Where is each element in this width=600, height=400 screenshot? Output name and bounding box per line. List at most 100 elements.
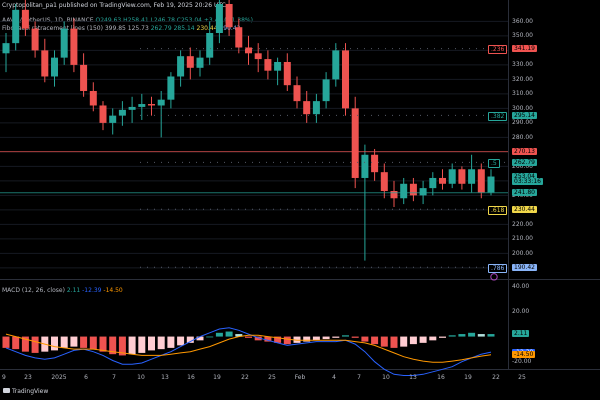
fib-extra-2: 285.14 [173,25,195,32]
macd-histogram-bar [371,336,379,345]
candle-body [254,53,262,60]
candle-body [361,154,369,178]
macd-histogram-bar [177,336,185,346]
time-axis-label: 16 [187,374,195,381]
candle-body [167,76,175,100]
time-axis-label: 9 [2,374,6,381]
candle-body [429,177,437,189]
price-tag: 03:33:16 [512,178,543,186]
candle-body [264,59,272,71]
fib-extra-3: 230.44 [196,25,218,32]
macd-axis-label: -20.00 [512,358,532,366]
price-tag: 295.14 [512,111,537,119]
price-axis-label: 320.00 [512,75,533,83]
macd-histogram-bar [293,336,301,343]
price-axis-label: 360.00 [512,17,533,25]
macd-histogram-bar [12,336,20,350]
candle-body [332,50,340,80]
price-tag: 190.42 [512,263,537,271]
candle-body [177,56,185,77]
macd-histogram-bar [70,336,78,347]
candle-body [157,99,165,106]
fib-value-1: 399.85 [104,25,126,32]
candle-body [12,9,20,44]
macd-histogram-bar [138,336,146,353]
macd-histogram-bar [487,334,495,337]
symbol-legend[interactable]: AAVE / TetherUS, 1D, BINANCE O249.63 H25… [2,17,253,24]
time-axis-label: 6 [84,374,88,381]
time-axis-label: 16 [437,374,445,381]
candle-body [138,104,146,107]
macd-histogram-bar [186,336,194,343]
macd-histogram-bar [419,336,427,343]
candle-body [283,61,291,86]
fib-level-label: .786 [488,263,508,273]
macd-indicator-name[interactable]: MACD (12, 26, close) [2,287,65,294]
macd-histogram-bar [157,336,165,350]
candle-body [109,115,117,123]
macd-line-value: -12.39 [82,287,102,294]
footer-brand: TradingView [12,388,49,395]
time-axis-label: 23 [24,374,32,381]
macd-line [5,327,492,376]
fib-extra-4: 190.42 [219,25,241,32]
time-axis-label: 7 [357,374,361,381]
symbol-name[interactable]: AAVE / TetherUS, 1D, BINANCE [2,17,94,24]
candle-body [390,191,398,199]
macd-histogram-bar [312,336,320,341]
fib-indicator-name[interactable]: Fibonacci retracement lines (150) [2,25,103,32]
macd-histogram-bar [80,336,88,348]
candle-body [128,106,136,110]
candle-body [342,50,349,109]
tradingview-logo-icon [3,388,10,393]
price-axis-label: 290.00 [512,119,533,127]
candle-body [31,28,39,51]
price-tag: 341.19 [512,45,537,53]
candle-body [303,101,311,115]
macd-histogram-bar [21,336,29,352]
macd-histogram-bar [245,336,252,338]
fib-extra-1: 262.79 [150,25,172,32]
price-tag: 262.79 [512,158,537,166]
candle-body [468,169,476,184]
macd-histogram-bar [31,336,39,353]
macd-legend[interactable]: MACD (12, 26, close) 2.11 -12.39 -14.50 [2,287,123,294]
fib-legend[interactable]: Fibonacci retracement lines (150) 399.85… [2,25,240,32]
candle-body [371,154,379,173]
macd-histogram-bar [118,336,126,356]
macd-histogram-bar [332,336,340,338]
macd-histogram-bar [468,332,476,337]
time-axis-label: 19 [213,374,221,381]
candle-body [235,27,243,48]
candle-body [487,176,495,193]
macd-histogram-bar [215,332,223,337]
fib-value-2: 125.73 [127,25,149,32]
price-axis-label: 310.00 [512,90,533,98]
time-axis-label: 22 [241,374,249,381]
price-axis-label: 300.00 [512,104,533,112]
macd-histogram-bar [448,335,456,337]
fib-level-label: .382 [488,111,508,121]
macd-histogram-bar [225,331,233,337]
time-axis-label: 13 [409,374,417,381]
candle-body [41,50,49,77]
tradingview-footer[interactable]: TradingView [3,388,48,395]
candle-body [80,64,88,91]
fib-level-label: .236 [488,45,508,55]
macd-histogram-bar [89,336,97,350]
price-axis-label: 210.00 [512,235,533,243]
price-axis-label: 260.00 [512,162,533,170]
published-caption: Cryptopolitan_pa1 published on TradingVi… [2,2,226,9]
macd-histogram-bar [51,336,58,351]
time-axis-label: 2025 [51,374,67,381]
candle-body [477,169,485,193]
macd-histogram-bar [409,336,417,345]
time-axis-label: 10 [137,374,145,381]
macd-histogram-bar [361,336,369,342]
candle-body [148,104,155,106]
macd-tag: 2.11 [512,330,530,338]
time-axis-label: 10 [382,374,390,381]
macd-signal-line [5,333,492,363]
candle-body [293,85,301,102]
